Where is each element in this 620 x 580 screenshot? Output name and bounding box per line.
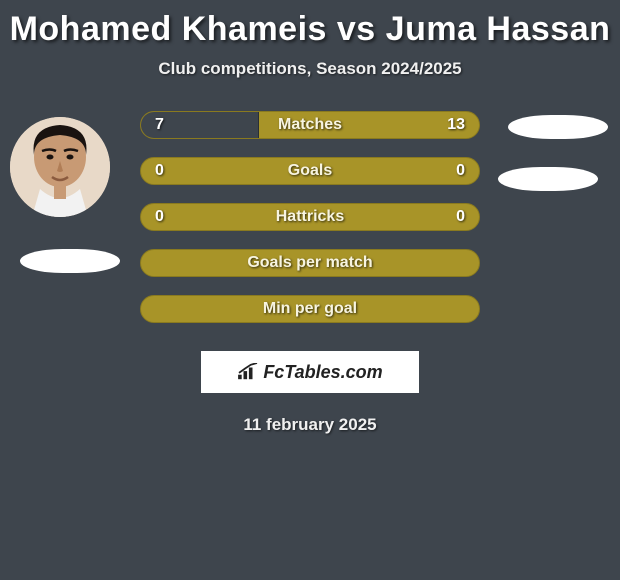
stat-label: Matches [141,112,479,138]
stat-row: Hattricks0 0 [140,203,480,231]
stat-label: Min per goal [141,296,479,322]
stat-label: Goals [141,158,479,184]
stat-value-right: 13 [447,112,465,138]
stat-row: Goals per match [140,249,480,277]
stat-row: Goals0 0 [140,157,480,185]
stat-row: Min per goal [140,295,480,323]
player-left-avatar [10,117,110,217]
stat-value-left: 7 [155,112,164,138]
stat-label: Goals per match [141,250,479,276]
date-text: 11 february 2025 [0,415,620,435]
player-left-flag [20,249,120,273]
stat-value-right: 0 [456,204,465,230]
player-right-flag-2 [498,167,598,191]
stat-row: Matches7 13 [140,111,480,139]
page-subtitle: Club competitions, Season 2024/2025 [0,59,620,79]
comparison-content: Matches713Goals00Hattricks00Goals per ma… [0,107,620,347]
stat-label: Hattricks [141,204,479,230]
stat-value-left: 0 [155,204,164,230]
brand-box[interactable]: FcTables.com [201,351,419,393]
chart-icon [237,363,259,381]
brand-text: FcTables.com [263,362,382,383]
stats-column: Matches713Goals00Hattricks00Goals per ma… [140,111,480,341]
player-right-flag-1 [508,115,608,139]
page-title: Mohamed Khameis vs Juma Hassan [0,10,620,49]
stat-value-right: 0 [456,158,465,184]
stat-value-left: 0 [155,158,164,184]
